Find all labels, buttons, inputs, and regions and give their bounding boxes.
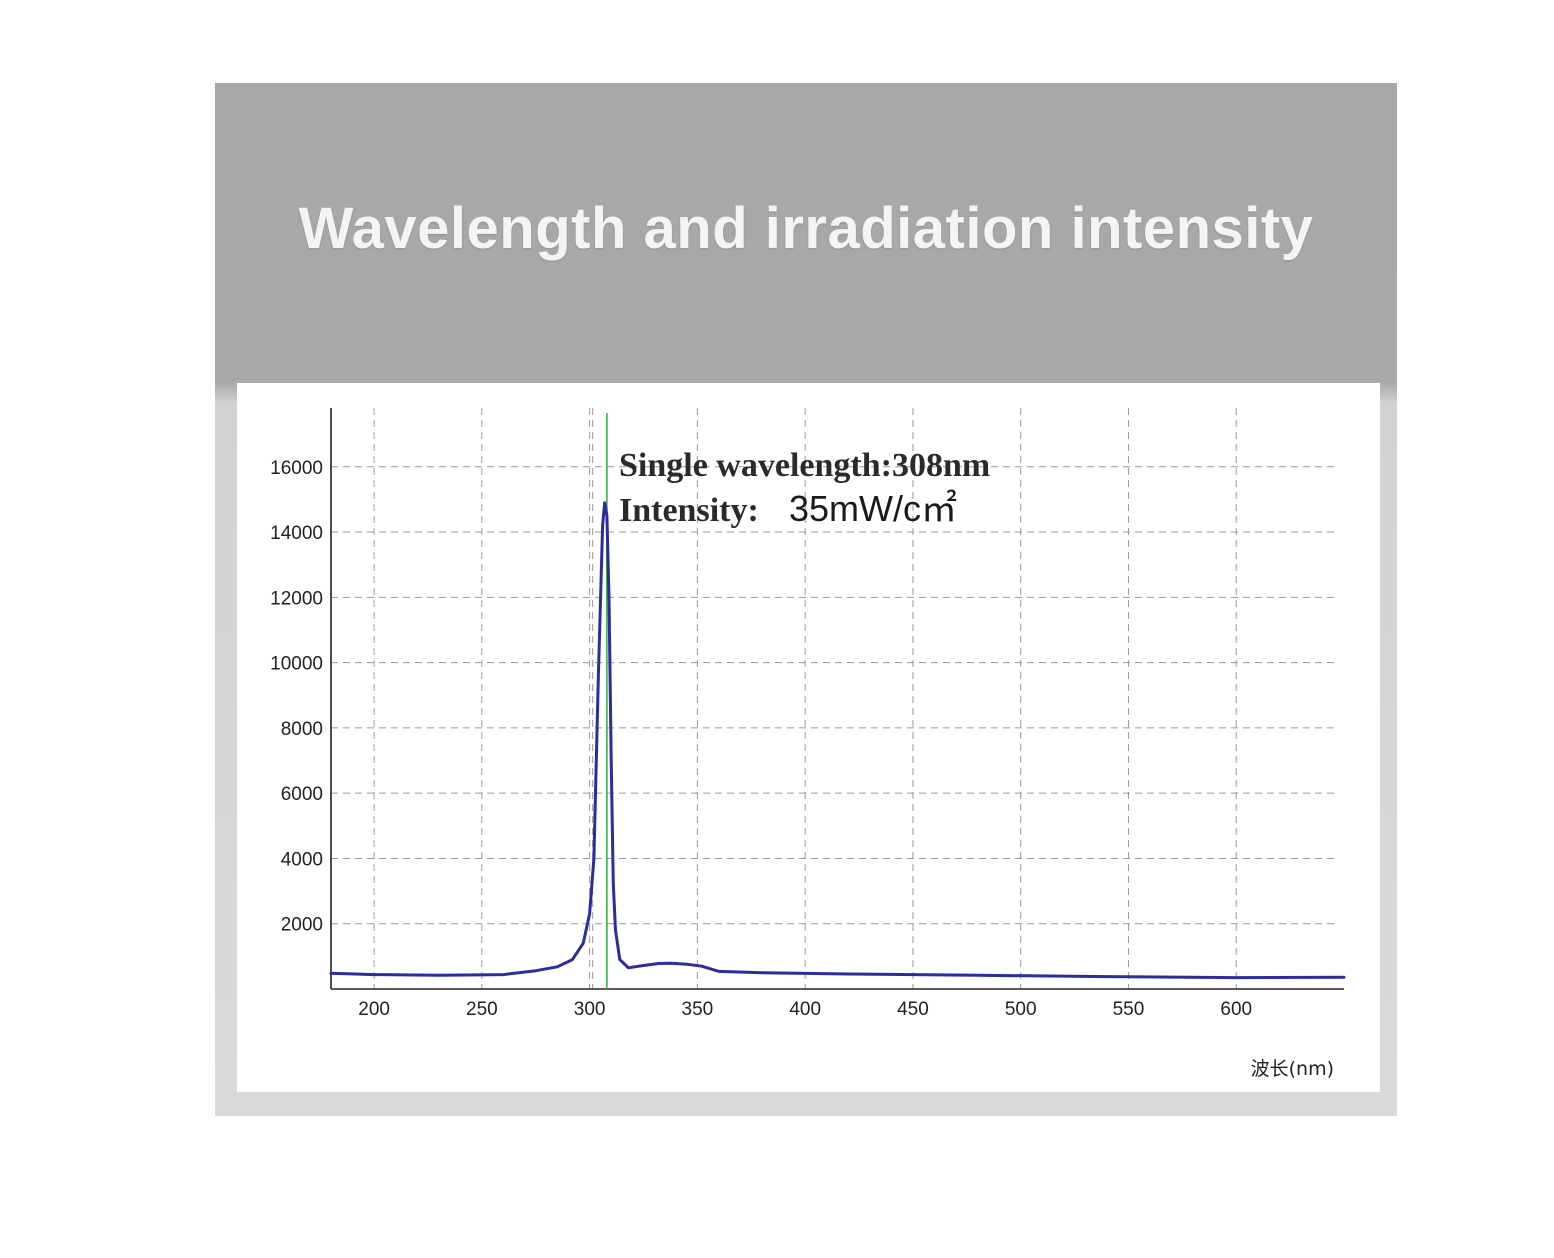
spectrum-series-line xyxy=(329,501,1346,980)
x-tick-label: 600 xyxy=(1220,999,1252,1020)
x-tick-label: 350 xyxy=(682,999,714,1020)
banner-title: Wavelength and irradiation intensity xyxy=(298,196,1314,261)
chart-panel: 200 250 300 350 400 450 500 550 600 2000 4000 6000 8… xyxy=(237,383,1380,1092)
x-tick-label: 400 xyxy=(789,999,821,1020)
x-tick-label: 550 xyxy=(1113,999,1145,1020)
annotation-intensity-label: Intensity: xyxy=(619,492,759,529)
y-tick-label: 14000 xyxy=(270,523,323,544)
x-tick-label: 250 xyxy=(466,999,498,1020)
y-tick-label: 10000 xyxy=(270,654,323,675)
y-tick-label: 2000 xyxy=(281,915,323,936)
x-tick-label: 500 xyxy=(1005,999,1037,1020)
x-tick-label: 200 xyxy=(358,999,390,1020)
x-axis-title: 波长(nm) xyxy=(1251,1058,1334,1080)
y-tick-label: 8000 xyxy=(281,719,323,740)
x-tick-label: 450 xyxy=(897,999,929,1020)
y-tick-label: 12000 xyxy=(270,588,323,609)
y-tick-label: 6000 xyxy=(281,784,323,805)
x-tick-label: 300 xyxy=(574,999,606,1020)
spectrum-chart: 200 250 300 350 400 450 500 550 600 2000 4000 6000 8… xyxy=(270,408,1346,1080)
annotation-intensity-value: 35mW/c㎡ xyxy=(789,488,957,529)
y-tick-label: 4000 xyxy=(281,849,323,870)
y-tick-label: 16000 xyxy=(270,458,323,479)
annotation-wavelength: Single wavelength:308nm xyxy=(619,447,990,484)
